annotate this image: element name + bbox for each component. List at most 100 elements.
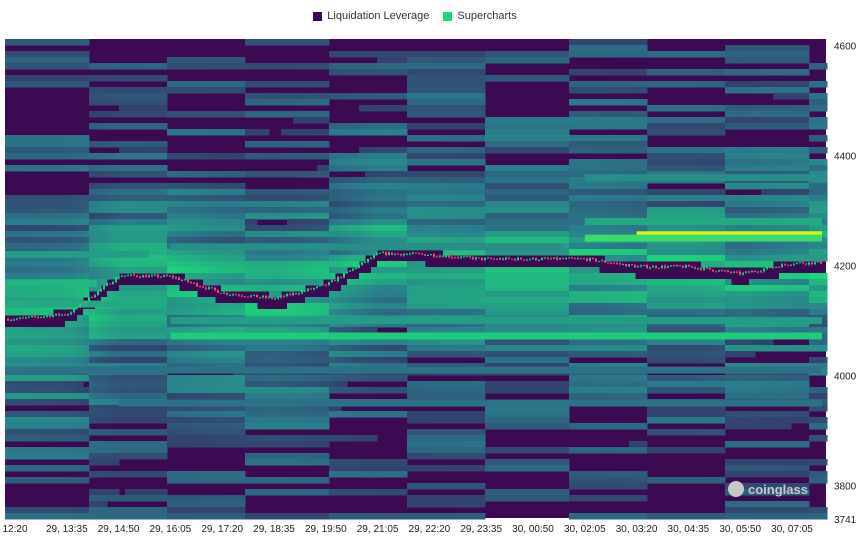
heatmap-cell xyxy=(521,207,528,214)
heatmap-cell xyxy=(533,291,540,298)
heatmap-cell xyxy=(269,417,276,424)
heatmap-cell xyxy=(527,207,534,214)
heatmap-cell xyxy=(29,75,36,82)
heatmap-cell xyxy=(515,405,522,412)
heatmap-cell xyxy=(245,111,252,118)
heatmap-cell xyxy=(95,255,102,262)
heatmap-cell xyxy=(65,219,72,226)
heatmap-cell xyxy=(323,423,330,430)
heatmap-cell xyxy=(131,489,138,496)
heatmap-cell xyxy=(155,165,162,172)
heatmap-cell xyxy=(71,267,78,274)
heatmap-cell xyxy=(491,297,498,304)
heatmap-cell xyxy=(167,261,174,268)
heatmap-cell xyxy=(371,303,378,310)
heatmap-cell xyxy=(137,213,144,220)
heatmap-cell xyxy=(443,417,450,424)
heatmap-cell xyxy=(167,381,174,388)
heatmap-cell xyxy=(515,495,522,502)
heatmap-cell xyxy=(293,309,300,316)
heatmap-cell xyxy=(257,273,264,280)
heatmap-cell xyxy=(317,237,324,244)
heatmap-cell xyxy=(491,177,498,184)
heatmap-cell xyxy=(227,171,234,178)
heatmap-cell xyxy=(269,327,276,334)
heatmap-cell xyxy=(161,201,168,208)
heatmap-cell xyxy=(215,207,222,214)
heatmap-cell xyxy=(263,249,270,256)
heatmap-cell xyxy=(521,177,528,184)
heatmap-cell xyxy=(437,153,444,160)
heatmap-cell xyxy=(185,393,192,400)
heatmap-cell xyxy=(515,387,522,394)
heatmap-cell xyxy=(293,225,300,232)
heatmap-cell xyxy=(437,303,444,310)
heatmap-cell xyxy=(401,207,408,214)
heatmap-cell xyxy=(449,213,456,220)
heatmap-cell xyxy=(533,381,540,388)
heatmap-cell xyxy=(245,279,252,286)
heatmap-cell xyxy=(503,351,510,358)
heatmap-cell xyxy=(227,195,234,202)
heatmap-cell xyxy=(251,225,258,232)
heatmap-cell xyxy=(419,297,426,304)
heatmap-cell xyxy=(509,183,516,190)
heatmap-cell xyxy=(89,201,96,208)
legend-item-supercharts[interactable]: Supercharts xyxy=(443,10,517,22)
heatmap-cell xyxy=(65,261,72,268)
heatmap-cell xyxy=(191,189,198,196)
heatmap-cell xyxy=(407,345,414,352)
heatmap-cell xyxy=(137,513,144,520)
heatmap-cell xyxy=(155,207,162,214)
heatmap-cell xyxy=(497,141,504,148)
heatmap-cell xyxy=(437,231,444,238)
heatmap-cell xyxy=(101,123,108,130)
heatmap-cell xyxy=(389,411,396,418)
heatmap-cell xyxy=(47,435,54,442)
heatmap-cell xyxy=(245,321,252,328)
heatmap-cell xyxy=(431,81,438,88)
heatmap-cell xyxy=(131,141,138,148)
heatmap-cell xyxy=(311,477,318,484)
heatmap-cell xyxy=(503,189,510,196)
heatmap-cell xyxy=(113,393,120,400)
heatmap-cell xyxy=(107,459,114,466)
heatmap-cell xyxy=(323,375,330,382)
heatmap-cell xyxy=(269,261,276,268)
heatmap-cell xyxy=(461,207,468,214)
heatmap-cell xyxy=(77,513,84,520)
heatmap-cell xyxy=(209,183,216,190)
heatmap-cell xyxy=(137,417,144,424)
heatmap-cell xyxy=(287,513,294,520)
heatmap-cell xyxy=(161,375,168,382)
heatmap-cell xyxy=(197,189,204,196)
heatmap-cell xyxy=(173,57,180,64)
legend-item-liquidation-leverage[interactable]: Liquidation Leverage xyxy=(313,10,429,22)
heatmap-cell xyxy=(215,339,222,346)
heatmap-cell xyxy=(35,261,42,268)
heatmap-cell xyxy=(59,141,66,148)
heatmap-cell xyxy=(425,57,432,64)
heatmap-cell xyxy=(449,171,456,178)
heatmap-cell xyxy=(29,297,36,304)
heatmap-cell xyxy=(275,213,282,220)
heatmap-cell xyxy=(179,213,186,220)
heatmap-cell xyxy=(209,171,216,178)
heatmap-cell xyxy=(167,285,174,292)
heatmap-cell xyxy=(425,429,432,436)
heatmap-cell xyxy=(203,339,210,346)
heatmap-cell xyxy=(461,285,468,292)
heatmap-cell xyxy=(341,123,348,130)
heatmap-cell xyxy=(77,261,84,268)
heatmap-cell xyxy=(419,105,426,112)
heatmap-cell xyxy=(143,147,150,154)
heatmap-cell xyxy=(233,111,240,118)
heatmap-cell xyxy=(335,165,342,172)
heatmap-cell xyxy=(401,237,408,244)
heatmap-cell xyxy=(461,351,468,358)
heatmap-cell xyxy=(101,279,108,286)
heatmap-cell xyxy=(503,117,510,124)
heatmap-cell xyxy=(191,255,198,262)
heatmap-cell xyxy=(359,123,366,130)
heatmap-cell xyxy=(191,321,198,328)
